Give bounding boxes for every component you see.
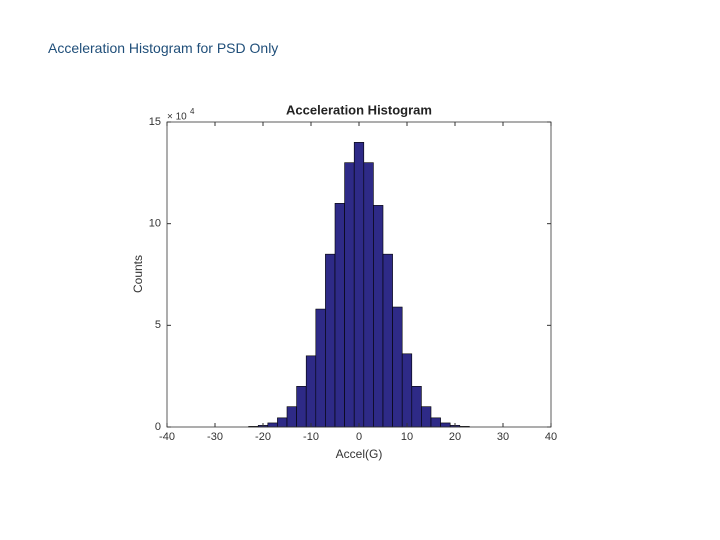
bar bbox=[286, 406, 297, 428]
bar bbox=[421, 406, 432, 428]
y-scale-exponent: 4 bbox=[190, 107, 195, 116]
y-tick-label: 15 bbox=[149, 116, 161, 128]
x-tick-label: -20 bbox=[255, 431, 271, 443]
y-axis-label: Counts bbox=[131, 255, 145, 293]
bar bbox=[373, 205, 384, 428]
bar bbox=[392, 306, 403, 428]
x-tick-label: 40 bbox=[545, 431, 557, 443]
bar bbox=[315, 308, 326, 428]
slide-title: Acceleration Histogram for PSD Only bbox=[48, 40, 279, 56]
bar bbox=[334, 203, 345, 428]
bar bbox=[353, 142, 365, 428]
bar bbox=[267, 422, 278, 428]
y-tick-label: 0 bbox=[155, 421, 161, 433]
bar bbox=[401, 353, 413, 428]
x-tick-label: 10 bbox=[401, 431, 413, 443]
bar bbox=[296, 386, 307, 428]
x-tick-label: 30 bbox=[497, 431, 509, 443]
x-tick-label: -40 bbox=[159, 431, 175, 443]
x-tick-label: -10 bbox=[303, 431, 319, 443]
y-tick-label: 5 bbox=[155, 319, 161, 331]
x-tick-label: 20 bbox=[449, 431, 461, 443]
y-tick-label: 10 bbox=[149, 218, 161, 230]
bar bbox=[325, 253, 336, 428]
bar bbox=[277, 417, 288, 428]
bar bbox=[440, 422, 451, 428]
bar bbox=[430, 417, 441, 428]
y-scale-base: × 10 bbox=[167, 112, 187, 123]
bar bbox=[305, 355, 317, 428]
bar bbox=[411, 386, 422, 428]
bar bbox=[363, 162, 374, 428]
bar bbox=[344, 162, 355, 428]
chart-title: Acceleration Histogram bbox=[286, 102, 432, 117]
bar bbox=[382, 253, 393, 428]
x-tick-label: -30 bbox=[207, 431, 223, 443]
x-tick-label: 0 bbox=[356, 431, 362, 443]
x-axis-label: Accel(G) bbox=[336, 447, 383, 461]
